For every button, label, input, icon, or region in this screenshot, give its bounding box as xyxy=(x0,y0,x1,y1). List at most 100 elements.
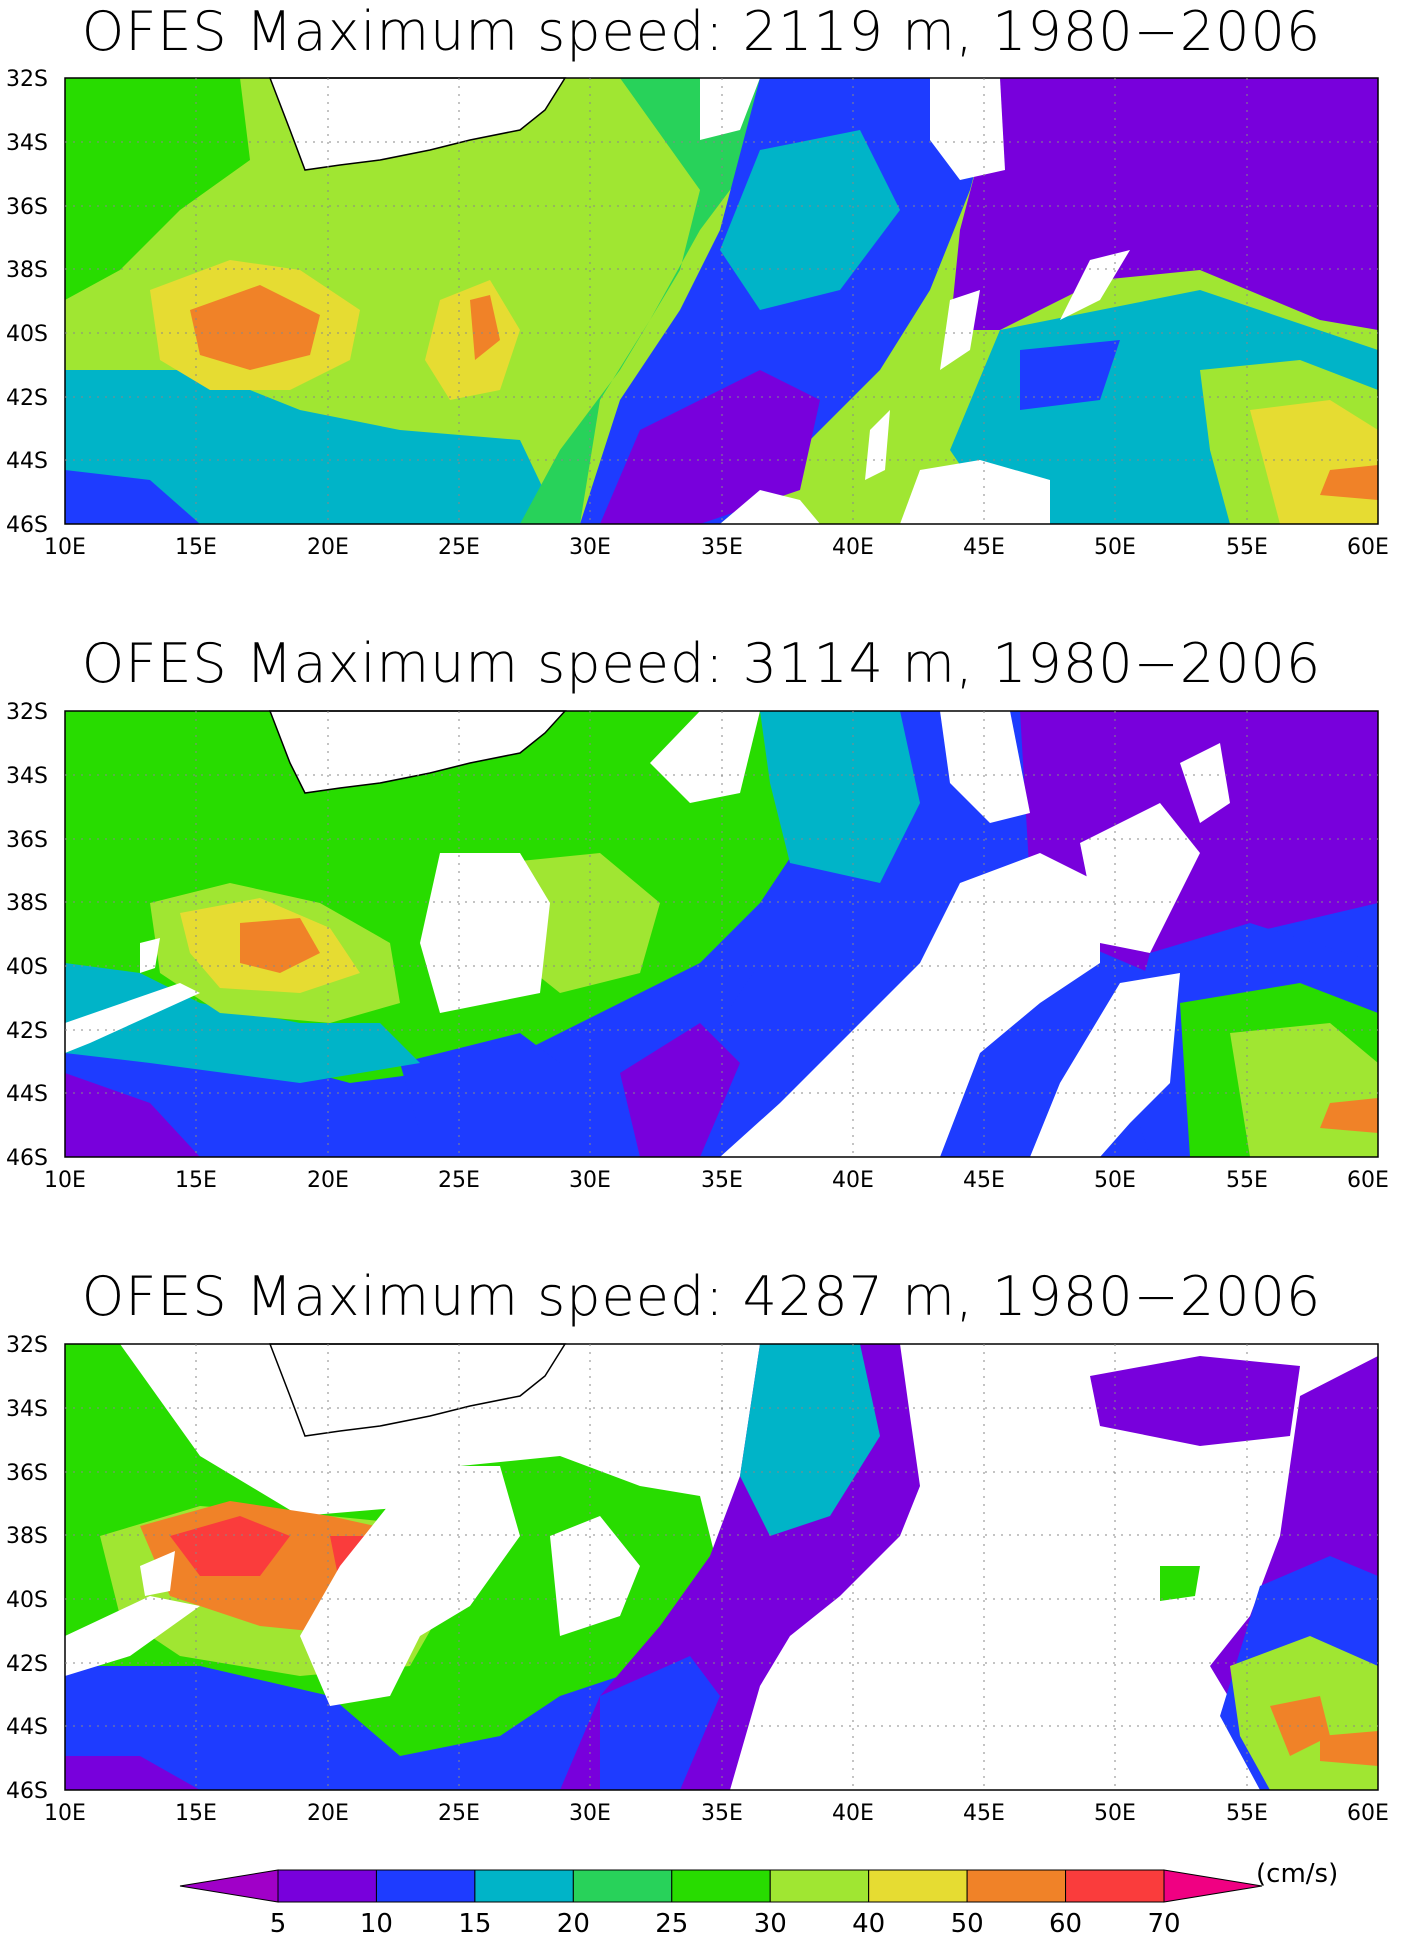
lon-tick-label: 20E xyxy=(307,535,349,560)
lon-tick-label: 55E xyxy=(1226,1801,1268,1826)
coastline xyxy=(268,77,567,171)
lon-tick-label: 35E xyxy=(701,1168,743,1193)
coastline xyxy=(268,1343,567,1437)
lat-tick-label: 42S xyxy=(6,386,48,411)
lon-tick-label: 20E xyxy=(307,1168,349,1193)
colorbar-tick-label: 40 xyxy=(852,1909,885,1939)
colorbar-tick-label: 5 xyxy=(270,1909,287,1939)
lat-ticks: 32S 34S 36S 38S 40S 42S 44S 46S xyxy=(6,1333,48,1804)
colorbar-tick-label: 20 xyxy=(557,1909,590,1939)
colorbar-tick-label: 25 xyxy=(655,1909,688,1939)
lat-tick-label: 32S xyxy=(6,67,48,92)
lon-tick-label: 55E xyxy=(1226,1168,1268,1193)
lon-tick-label: 60E xyxy=(1347,1801,1389,1826)
map-field xyxy=(65,710,1378,1157)
colorbar-swatch xyxy=(277,1869,377,1903)
lon-tick-label: 40E xyxy=(832,1168,874,1193)
colorbar-swatch xyxy=(868,1869,968,1903)
lat-tick-label: 34S xyxy=(6,1397,48,1422)
colorbar-tick-label: 30 xyxy=(754,1909,787,1939)
lon-tick-label: 10E xyxy=(44,535,86,560)
colorbar-labels: 5 10 15 20 25 30 40 50 60 70 xyxy=(270,1909,1181,1939)
lon-tick-label: 50E xyxy=(1094,535,1136,560)
lon-ticks: 10E 15E 20E 25E 30E 35E 40E 45E 50E 55E … xyxy=(44,1801,1389,1826)
lon-tick-label: 10E xyxy=(44,1801,86,1826)
lon-tick-label: 40E xyxy=(832,1801,874,1826)
lon-ticks: 10E 15E 20E 25E 30E 35E 40E 45E 50E 55E … xyxy=(44,535,1389,560)
colorbar-tick-label: 15 xyxy=(458,1909,491,1939)
lat-tick-label: 34S xyxy=(6,131,48,156)
lat-tick-label: 36S xyxy=(6,1461,48,1486)
lat-tick-label: 46S xyxy=(6,513,48,538)
lat-tick-label: 40S xyxy=(6,1588,48,1613)
colorbar-swatch xyxy=(474,1869,574,1903)
panel-3-map: 32S 34S 36S 38S 40S 42S 44S 46S 10E 15E … xyxy=(6,1333,1389,1826)
colorbar-end-high xyxy=(1163,1869,1263,1903)
gridlines xyxy=(65,78,1378,524)
colorbar-unit: (cm/s) xyxy=(1256,1859,1338,1889)
lon-tick-label: 15E xyxy=(175,1801,217,1826)
lat-tick-label: 36S xyxy=(6,828,48,853)
colorbar-swatch xyxy=(1065,1869,1165,1903)
lon-tick-label: 50E xyxy=(1094,1801,1136,1826)
lat-tick-label: 38S xyxy=(6,891,48,916)
lat-tick-label: 36S xyxy=(6,195,48,220)
lat-tick-label: 38S xyxy=(6,258,48,283)
lat-tick-label: 46S xyxy=(6,1779,48,1804)
lat-tick-label: 44S xyxy=(6,1715,48,1740)
lon-tick-label: 50E xyxy=(1094,1168,1136,1193)
lon-tick-label: 25E xyxy=(438,1801,480,1826)
colorbar: 5 10 15 20 25 30 40 50 60 70 (cm/s) xyxy=(179,1859,1338,1939)
colorbar-swatch xyxy=(375,1869,476,1903)
colorbar-swatch xyxy=(769,1869,870,1903)
lat-tick-label: 44S xyxy=(6,449,48,474)
lat-ticks: 32S 34S 36S 38S 40S 42S 44S 46S xyxy=(6,700,48,1171)
lat-tick-label: 32S xyxy=(6,700,48,725)
panel-2-map: 32S 34S 36S 38S 40S 42S 44S 46S 10E 15E … xyxy=(6,700,1389,1193)
colorbar-end-low xyxy=(179,1869,279,1903)
lat-ticks: 32S 34S 36S 38S 40S 42S 44S 46S xyxy=(6,67,48,538)
colorbar-tick-label: 10 xyxy=(360,1909,393,1939)
panel-3-title: OFES Maximum speed: 4287 m, 1980−2006 xyxy=(81,1265,1322,1328)
colorbar-swatch xyxy=(671,1869,771,1903)
colorbar-tick-label: 50 xyxy=(951,1909,984,1939)
lon-tick-label: 30E xyxy=(569,1801,611,1826)
lat-tick-label: 42S xyxy=(6,1652,48,1677)
lon-tick-label: 20E xyxy=(307,1801,349,1826)
lat-tick-label: 38S xyxy=(6,1524,48,1549)
lat-tick-label: 32S xyxy=(6,1333,48,1358)
panel-1-title: OFES Maximum speed: 2119 m, 1980−2006 xyxy=(81,0,1322,63)
lon-tick-label: 40E xyxy=(832,535,874,560)
colorbar-swatches xyxy=(179,1869,1263,1903)
panel-1-map: 32S 34S 36S 38S 40S 42S 44S 46S 10E 15E … xyxy=(6,67,1389,560)
lon-tick-label: 25E xyxy=(438,1168,480,1193)
lat-tick-label: 44S xyxy=(6,1082,48,1107)
lon-tick-label: 45E xyxy=(963,535,1005,560)
lat-tick-label: 42S xyxy=(6,1019,48,1044)
lon-tick-label: 30E xyxy=(569,1168,611,1193)
lat-tick-label: 40S xyxy=(6,322,48,347)
lon-tick-label: 60E xyxy=(1347,1168,1389,1193)
lat-tick-label: 34S xyxy=(6,764,48,789)
lon-tick-label: 45E xyxy=(963,1168,1005,1193)
map-field xyxy=(65,1343,1378,1790)
lon-tick-label: 10E xyxy=(44,1168,86,1193)
lon-tick-label: 30E xyxy=(569,535,611,560)
gridlines xyxy=(65,711,1378,1157)
gridlines xyxy=(65,1344,1378,1790)
lat-tick-label: 40S xyxy=(6,955,48,980)
panel-2-title: OFES Maximum speed: 3114 m, 1980−2006 xyxy=(81,632,1322,695)
lon-tick-label: 60E xyxy=(1347,535,1389,560)
colorbar-tick-label: 70 xyxy=(1147,1909,1180,1939)
lon-tick-label: 15E xyxy=(175,535,217,560)
colorbar-tick-label: 60 xyxy=(1049,1909,1082,1939)
colorbar-swatch xyxy=(966,1869,1067,1903)
map-field xyxy=(65,77,1378,524)
lon-ticks: 10E 15E 20E 25E 30E 35E 40E 45E 50E 55E … xyxy=(44,1168,1389,1193)
lon-tick-label: 45E xyxy=(963,1801,1005,1826)
lon-tick-label: 25E xyxy=(438,535,480,560)
coastline xyxy=(268,710,567,794)
colorbar-swatch xyxy=(572,1869,673,1903)
lon-tick-label: 35E xyxy=(701,535,743,560)
lon-tick-label: 15E xyxy=(175,1168,217,1193)
